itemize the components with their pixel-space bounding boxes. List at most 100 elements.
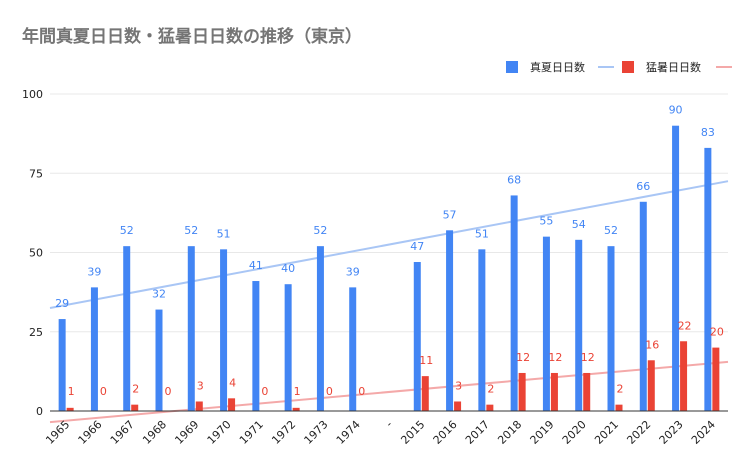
bar-manatsubi-1974 (349, 287, 357, 411)
bar-moshobi-2020 (583, 372, 591, 411)
legend-label-moshobi: 猛暑日日数 (646, 61, 701, 74)
data-label-manatsubi-2017: 51 (475, 227, 489, 240)
data-label-moshobi-1972: 1 (294, 385, 301, 398)
bar-moshobi-2023 (680, 341, 688, 411)
bar-moshobi-2017 (486, 404, 494, 411)
data-label-moshobi-2015: 11 (419, 354, 433, 367)
data-label-manatsubi-1969: 52 (184, 224, 198, 237)
bar-moshobi-1970 (228, 398, 236, 411)
x-tick-label-2017: 2017 (463, 418, 492, 447)
data-label-manatsubi-2024: 83 (701, 126, 715, 139)
bar-manatsubi-1970 (220, 249, 228, 411)
legend-swatch-manatsubi (506, 61, 518, 73)
y-tick-label-50: 50 (29, 247, 43, 260)
bar-moshobi-1965 (66, 407, 74, 411)
data-label-manatsubi-2018: 68 (507, 173, 521, 186)
data-label-manatsubi-2019: 55 (539, 215, 553, 228)
bar-manatsubi-1966 (90, 287, 98, 411)
bar-moshobi-2019 (550, 372, 558, 411)
bar-manatsubi-2023 (672, 125, 680, 411)
data-label-moshobi-1968: 0 (165, 385, 172, 398)
data-label-manatsubi-2016: 57 (443, 208, 457, 221)
data-label-moshobi-2020: 12 (581, 351, 595, 364)
data-label-manatsubi-1971: 41 (249, 259, 263, 272)
x-tick-label-1970: 1970 (205, 418, 234, 447)
data-label-manatsubi-1972: 40 (281, 262, 295, 275)
data-label-moshobi-1973: 0 (326, 385, 333, 398)
data-label-moshobi-1970: 4 (229, 376, 236, 389)
bar-manatsubi-1972 (284, 284, 292, 411)
bar-manatsubi-1965 (58, 319, 66, 411)
x-tick-label-1973: 1973 (302, 418, 331, 447)
chart-title: 年間真夏日日数・猛暑日日数の推移（東京） (22, 27, 362, 47)
x-tick-label-2024: 2024 (689, 418, 718, 447)
y-tick-label-25: 25 (29, 326, 43, 339)
x-tick-label-2020: 2020 (560, 418, 589, 447)
data-label-moshobi-2016: 3 (455, 379, 462, 392)
x-tick-label--: - (383, 418, 395, 430)
bar-manatsubi-1971 (252, 281, 260, 411)
data-label-manatsubi-1974: 39 (346, 265, 360, 278)
x-tick-label-1967: 1967 (108, 418, 137, 447)
bar-moshobi-2024 (712, 347, 720, 411)
data-label-manatsubi-2023: 90 (669, 104, 683, 117)
x-tick-label-1972: 1972 (269, 418, 298, 447)
bar-moshobi-2016 (454, 401, 462, 411)
x-tick-label-1969: 1969 (172, 418, 201, 447)
y-tick-label-75: 75 (29, 167, 43, 180)
x-tick-label-1971: 1971 (237, 418, 266, 447)
data-label-moshobi-2017: 2 (487, 383, 494, 396)
data-label-manatsubi-1967: 52 (120, 224, 134, 237)
legend-swatch-moshobi (622, 61, 634, 73)
bar-manatsubi-2024 (704, 147, 712, 411)
x-tick-label-1966: 1966 (76, 418, 105, 447)
bar-manatsubi-2017 (478, 249, 486, 411)
data-label-moshobi-1967: 2 (132, 383, 139, 396)
data-label-manatsubi-2022: 66 (636, 180, 650, 193)
bar-manatsubi-2019 (542, 236, 550, 411)
bar-moshobi-2022 (647, 360, 655, 411)
data-label-manatsubi-1965: 29 (55, 297, 69, 310)
bar-moshobi-1967 (131, 404, 139, 411)
x-tick-label-1965: 1965 (43, 418, 72, 447)
data-label-manatsubi-1970: 51 (217, 227, 231, 240)
bar-moshobi-2021 (615, 404, 623, 411)
x-tick-label-2021: 2021 (592, 418, 621, 447)
bar-manatsubi-2015 (413, 262, 421, 411)
bar-moshobi-1972 (292, 407, 300, 411)
bar-moshobi-1969 (195, 401, 203, 411)
data-label-moshobi-2018: 12 (516, 351, 530, 364)
bar-manatsubi-1967 (123, 246, 131, 411)
y-tick-label-100: 100 (22, 88, 43, 101)
bar-moshobi-2015 (421, 376, 429, 411)
bar-manatsubi-1969 (187, 246, 195, 411)
bar-manatsubi-2020 (575, 239, 583, 411)
data-label-manatsubi-2020: 54 (572, 218, 586, 231)
x-tick-label-2023: 2023 (657, 418, 686, 447)
data-label-manatsubi-1973: 52 (313, 224, 327, 237)
x-tick-label-1974: 1974 (334, 418, 363, 447)
y-tick-label-0: 0 (36, 405, 43, 418)
data-label-manatsubi-2021: 52 (604, 224, 618, 237)
x-tick-label-2018: 2018 (495, 418, 524, 447)
data-label-moshobi-1974: 0 (358, 385, 365, 398)
data-label-moshobi-2019: 12 (548, 351, 562, 364)
bar-manatsubi-2016 (446, 230, 454, 411)
x-tick-label-2016: 2016 (431, 418, 460, 447)
trendline-manatsubi (49, 180, 729, 309)
data-label-manatsubi-1966: 39 (87, 265, 101, 278)
bar-manatsubi-2022 (639, 201, 647, 411)
data-label-moshobi-1966: 0 (100, 385, 107, 398)
data-label-moshobi-2021: 2 (617, 383, 624, 396)
data-label-moshobi-1965: 1 (68, 385, 75, 398)
data-label-manatsubi-2015: 47 (410, 240, 424, 253)
data-label-manatsubi-1968: 32 (152, 288, 166, 301)
data-label-moshobi-2024: 20 (710, 326, 724, 339)
bar-manatsubi-1973 (316, 246, 324, 411)
data-label-moshobi-1971: 0 (261, 385, 268, 398)
bar-manatsubi-1968 (155, 309, 163, 411)
x-tick-label-2015: 2015 (398, 418, 427, 447)
data-label-moshobi-1969: 3 (197, 379, 204, 392)
